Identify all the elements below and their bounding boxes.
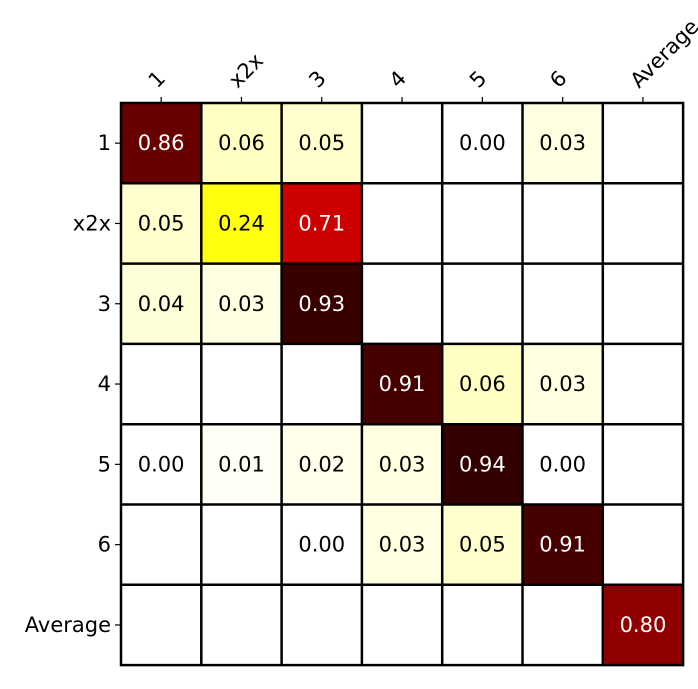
heatmap-cell [442,263,523,344]
heatmap-cell [281,263,362,344]
heatmap-cell [442,504,523,585]
cell-value-label: 0.03 [539,131,586,155]
heatmap-cell [281,183,362,264]
heatmap-cell [121,584,202,666]
y-tick-label: Average [25,613,111,637]
heatmap-cell [281,343,362,425]
cell-value-label: 0.03 [379,452,426,476]
heatmap-cell [442,584,523,666]
heatmap-cell [602,504,684,585]
cell-value-label: 0.03 [539,372,586,396]
heatmap-cell [201,504,282,585]
heatmap-cell [442,424,523,505]
heatmap-cell [602,424,684,505]
x-tick-label: Average [626,15,698,93]
cell-value-label: 0.94 [459,452,506,476]
heatmap-gridlines [121,103,684,666]
heatmap-cell [201,343,282,425]
cell-value-label: 0.02 [298,452,345,476]
heatmap-cell [121,424,202,505]
x-axis-ticks: 1 x2x 3 4 5 6 Average [144,15,698,103]
y-tick-label: 4 [98,372,111,396]
heatmap-cell [281,504,362,585]
heatmap-cell [201,424,282,505]
heatmap-cell [121,504,202,585]
x-tick-label: 3 [304,66,330,92]
heatmap-cell [602,183,684,264]
x-tick-label: 5 [465,66,491,92]
heatmap-cell [361,103,443,184]
cell-value-label: 0.06 [218,131,265,155]
heatmap-cell [281,103,362,184]
heatmap-cell [442,343,523,425]
heatmap-cells: 0.86 0.06 0.05 0.00 0.03 0.05 0.24 0.71 0.04 0.03… [121,103,684,666]
heatmap-cell [361,183,443,264]
heatmap-cell [522,424,603,505]
heatmap-cell [602,343,684,425]
y-tick-label: x2x [73,211,111,235]
cell-value-label: 0.00 [459,131,506,155]
heatmap-cell [522,183,603,264]
heatmap-cell [602,263,684,344]
cell-value-label: 0.80 [620,613,667,637]
heatmap-cell [522,584,603,666]
y-tick-label: 5 [98,452,111,476]
cell-value-label: 0.93 [298,292,345,316]
cell-value-label: 0.91 [379,372,426,396]
cell-value-label: 0.05 [138,211,185,235]
cell-value-label: 0.00 [539,452,586,476]
heatmap-cell [442,103,523,184]
heatmap-cell [361,504,443,585]
heatmap-cell [121,343,202,425]
cell-value-label: 0.04 [138,292,185,316]
cell-value-label: 0.06 [459,372,506,396]
cell-value-label: 0.03 [379,533,426,557]
heatmap-cell [361,263,443,344]
cell-value-label: 0.05 [459,533,506,557]
x-tick-label: x2x [224,49,268,93]
heatmap-cell [522,103,603,184]
heatmap-cell [201,263,282,344]
heatmap-cell [201,103,282,184]
heatmap-cell [121,263,202,344]
heatmap-cell [201,584,282,666]
heatmap-cell [281,584,362,666]
x-tick-label: 4 [385,66,411,92]
heatmap-cell [361,584,443,666]
heatmap-cell [361,343,443,425]
heatmap-cell [522,263,603,344]
cell-value-label: 0.05 [298,131,345,155]
x-tick-label: 6 [545,66,571,92]
heatmap-cell [361,424,443,505]
heatmap-cell [602,103,684,184]
x-tick-label: 1 [144,66,170,92]
heatmap-cell [201,183,282,264]
cell-value-label: 0.00 [138,452,185,476]
cell-value-label: 0.91 [539,533,586,557]
cell-value-label: 0.00 [298,533,345,557]
heatmap-cell [121,183,202,264]
y-tick-label: 3 [98,292,111,316]
heatmap-cell [442,183,523,264]
heatmap-cell [522,343,603,425]
y-axis-ticks: 1 x2x 3 4 5 6 Average [25,131,121,637]
plot-frame [119,101,685,667]
y-tick-label: 1 [98,131,111,155]
cell-value-label: 0.71 [298,211,345,235]
cell-value-label: 0.03 [218,292,265,316]
heatmap-cell [121,103,202,184]
heatmap-cell [602,584,684,666]
cell-value-label: 0.24 [218,211,265,235]
y-tick-label: 6 [98,533,111,557]
heatmap-cell [281,424,362,505]
cell-value-label: 0.01 [218,452,265,476]
heatmap-cell [522,504,603,585]
cell-value-label: 0.86 [138,131,185,155]
